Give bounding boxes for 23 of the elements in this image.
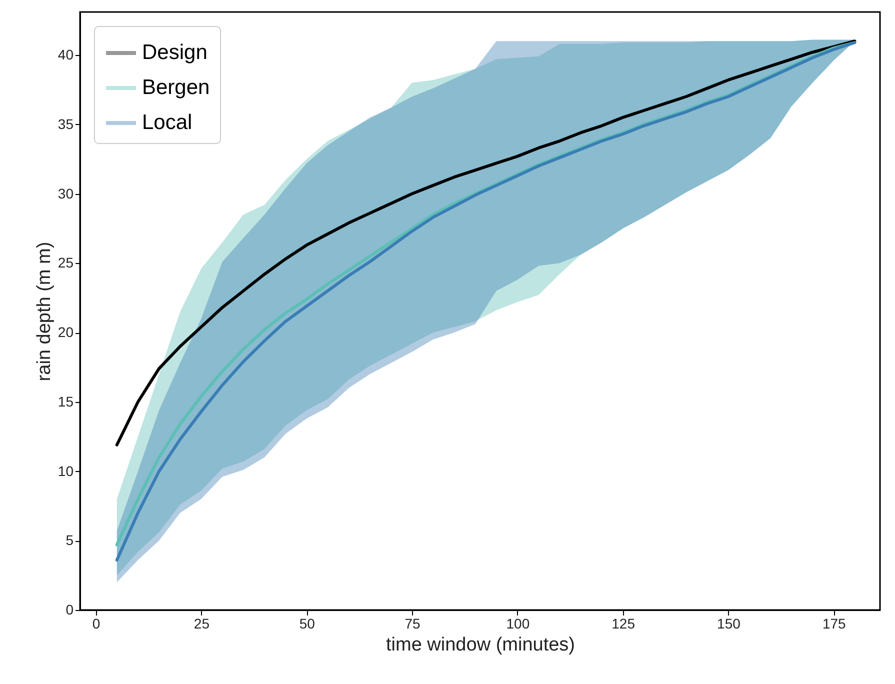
y-tick-label: 0 <box>66 602 74 618</box>
y-tick-label: 15 <box>58 393 74 410</box>
y-tick-label: 30 <box>58 185 74 202</box>
x-tick-label: 75 <box>404 616 421 632</box>
y-tick-label: 20 <box>58 324 74 340</box>
x-tick-label: 0 <box>92 616 100 632</box>
x-tick-label: 50 <box>299 616 316 632</box>
x-tick-label: 100 <box>506 616 530 632</box>
x-tick-label: 125 <box>612 616 636 632</box>
y-axis-title: rain depth (m m) <box>34 242 55 382</box>
line-series <box>115 40 856 446</box>
x-tick-label: 150 <box>717 616 741 632</box>
y-tick-label: 10 <box>58 462 74 479</box>
x-axis-title: time window (minutes) <box>386 634 575 656</box>
x-tick-label: 175 <box>822 616 846 632</box>
y-tick-label: 25 <box>58 254 74 271</box>
legend-label: Bergen <box>142 76 210 99</box>
y-tick-label: 35 <box>58 116 74 132</box>
y-tick-label: 5 <box>66 532 74 548</box>
x-tick-label: 25 <box>194 616 210 632</box>
y-tick-label: 40 <box>58 46 74 63</box>
legend-label: Local <box>142 111 192 134</box>
legend-label: Design <box>142 41 208 64</box>
